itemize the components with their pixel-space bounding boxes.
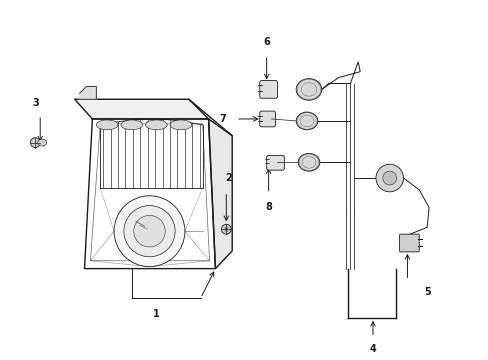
Ellipse shape [121, 120, 142, 130]
FancyBboxPatch shape [259, 81, 277, 98]
Ellipse shape [38, 139, 46, 146]
FancyBboxPatch shape [399, 234, 418, 252]
Circle shape [123, 206, 175, 257]
Circle shape [382, 171, 396, 185]
Circle shape [375, 164, 403, 192]
Polygon shape [84, 119, 215, 269]
Polygon shape [75, 99, 208, 119]
Circle shape [30, 138, 40, 148]
Ellipse shape [145, 120, 167, 130]
Circle shape [114, 196, 184, 267]
Ellipse shape [296, 78, 321, 100]
Text: 4: 4 [369, 345, 376, 354]
Text: 2: 2 [224, 173, 231, 183]
Circle shape [133, 215, 165, 247]
Polygon shape [80, 86, 96, 99]
Ellipse shape [296, 112, 317, 130]
Polygon shape [208, 119, 232, 269]
Text: 8: 8 [264, 202, 271, 212]
Ellipse shape [170, 120, 191, 130]
Ellipse shape [96, 120, 118, 130]
Text: 3: 3 [32, 98, 39, 108]
Text: 7: 7 [219, 114, 225, 124]
FancyBboxPatch shape [266, 156, 284, 170]
Text: 6: 6 [263, 37, 269, 47]
Text: 1: 1 [153, 309, 160, 319]
Text: 5: 5 [423, 287, 429, 297]
Circle shape [221, 224, 231, 234]
Ellipse shape [298, 153, 319, 171]
FancyBboxPatch shape [259, 111, 275, 127]
